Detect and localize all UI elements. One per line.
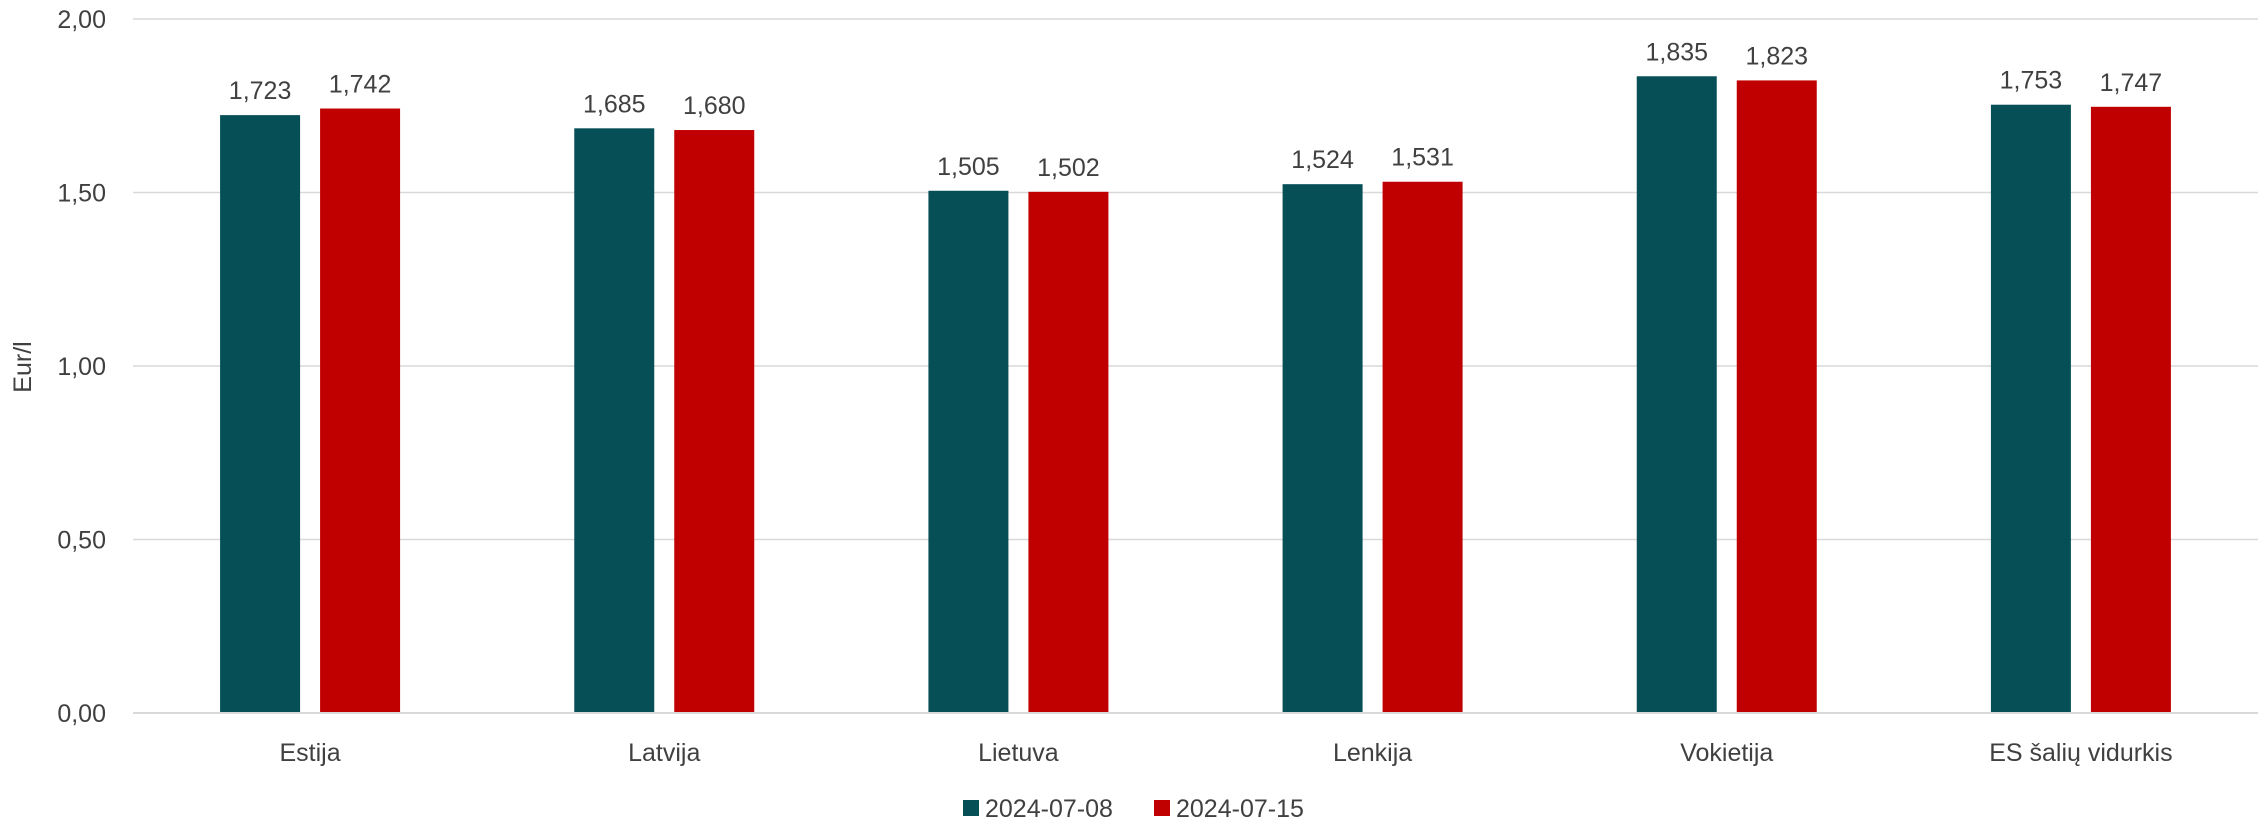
bar-series-2 — [1382, 181, 1463, 714]
data-label: 1,742 — [329, 71, 392, 99]
bar-series-2 — [674, 130, 755, 714]
y-tick-label: 0,00 — [57, 700, 106, 728]
bar-series-2 — [320, 108, 401, 713]
bar-series-1 — [1636, 76, 1717, 713]
y-tick-label: 1,50 — [57, 180, 106, 208]
bars — [220, 76, 2171, 714]
x-category-label: Lenkija — [1333, 739, 1412, 767]
data-label: 1,723 — [229, 77, 292, 105]
data-label: 1,502 — [1037, 154, 1100, 182]
bar-series-1 — [928, 190, 1009, 713]
x-category-label: Lietuva — [978, 739, 1059, 767]
x-category-label: Latvija — [628, 739, 700, 767]
bar-series-1 — [1282, 184, 1363, 713]
x-category-label: Vokietija — [1680, 739, 1773, 767]
legend-swatch — [963, 800, 979, 816]
bar-series-2 — [2090, 106, 2171, 713]
legend-label: 2024-07-15 — [1176, 795, 1304, 823]
data-labels: 1,723 1,742 1,685 1,680 1,505 1,502 1,524 1,531… — [229, 38, 2162, 182]
data-label: 1,753 — [2000, 67, 2063, 95]
bar-series-2 — [1736, 80, 1817, 713]
bar-series-1 — [220, 115, 301, 713]
y-axis-ticks: 0,00 0,50 1,00 1,50 2,00 — [57, 6, 106, 728]
bar-series-1 — [1990, 104, 2071, 714]
data-label: 1,823 — [1745, 42, 1808, 70]
data-label: 1,531 — [1391, 144, 1454, 172]
y-tick-label: 0,50 — [57, 527, 106, 555]
data-label: 1,835 — [1645, 38, 1708, 66]
bar-series-1 — [574, 128, 655, 713]
data-label: 1,505 — [937, 153, 1000, 181]
x-category-label: Estija — [280, 739, 341, 767]
gridlines — [133, 18, 2258, 541]
data-label: 1,747 — [2100, 69, 2163, 97]
bar-series-2 — [1028, 191, 1109, 713]
y-tick-label: 2,00 — [57, 6, 106, 34]
legend-swatch — [1154, 800, 1170, 816]
legend: 2024-07-08 2024-07-15 — [963, 795, 1304, 823]
legend-label: 2024-07-08 — [985, 795, 1113, 823]
y-tick-label: 1,00 — [57, 353, 106, 381]
x-category-label: ES šalių vidurkis — [1989, 739, 2172, 767]
y-axis-title: Eur/l — [9, 341, 37, 392]
data-label: 1,685 — [583, 90, 646, 118]
data-label: 1,680 — [683, 92, 746, 120]
data-label: 1,524 — [1291, 146, 1354, 174]
x-axis-categories: Estija Latvija Lietuva Lenkija Vokietija ES š… — [280, 739, 2173, 767]
